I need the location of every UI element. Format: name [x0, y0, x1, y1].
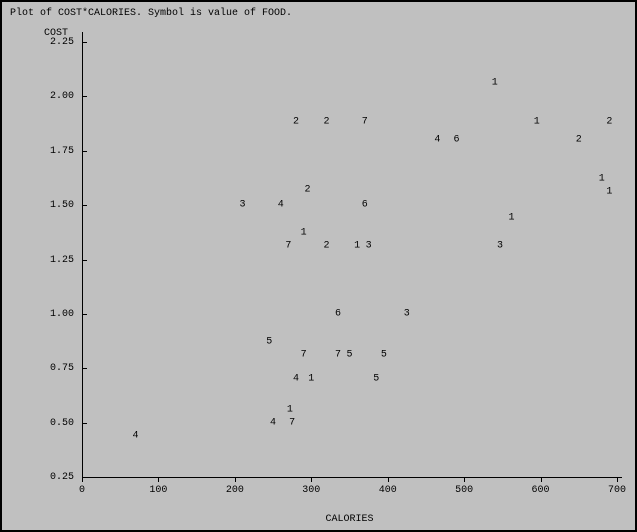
- data-point: 7: [289, 417, 295, 428]
- x-tick-label: 400: [368, 485, 408, 496]
- data-point: 1: [287, 404, 293, 415]
- x-tick-mark: [541, 477, 542, 482]
- data-point: 1: [534, 117, 540, 128]
- y-tick-mark: [82, 205, 87, 206]
- y-tick-label: 0.50: [34, 418, 74, 429]
- data-point: 2: [324, 117, 330, 128]
- y-tick-label: 0.25: [34, 472, 74, 483]
- plot-title: Plot of COST*CALORIES. Symbol is value o…: [10, 8, 292, 19]
- x-tick-label: 200: [215, 485, 255, 496]
- data-point: 2: [293, 117, 299, 128]
- x-tick-mark: [235, 477, 236, 482]
- data-point: 6: [335, 308, 341, 319]
- data-point: 1: [606, 187, 612, 198]
- data-point: 2: [606, 117, 612, 128]
- y-tick-mark: [82, 368, 87, 369]
- x-tick-mark: [388, 477, 389, 482]
- y-tick-label: 2.25: [34, 37, 74, 48]
- y-tick-mark: [82, 151, 87, 152]
- data-point: 3: [404, 308, 410, 319]
- x-tick-mark: [464, 477, 465, 482]
- data-point: 5: [346, 350, 352, 361]
- data-point: 5: [381, 350, 387, 361]
- data-point: 5: [373, 374, 379, 385]
- y-tick-label: 2.00: [34, 91, 74, 102]
- y-tick-label: 1.50: [34, 200, 74, 211]
- y-tick-mark: [82, 314, 87, 315]
- x-tick-mark: [311, 477, 312, 482]
- data-point: 7: [335, 350, 341, 361]
- data-point: 6: [453, 134, 459, 145]
- data-point: 2: [304, 184, 310, 195]
- data-point: 7: [301, 350, 307, 361]
- data-point: 4: [434, 134, 440, 145]
- x-tick-label: 100: [138, 485, 178, 496]
- data-point: 3: [497, 241, 503, 252]
- y-tick-mark: [82, 423, 87, 424]
- x-tick-mark: [158, 477, 159, 482]
- scatter-plot-container: Plot of COST*CALORIES. Symbol is value o…: [0, 0, 637, 532]
- data-point: 2: [324, 241, 330, 252]
- data-point: 4: [270, 417, 276, 428]
- y-tick-label: 0.75: [34, 363, 74, 374]
- x-tick-label: 700: [597, 485, 637, 496]
- x-tick-label: 500: [444, 485, 484, 496]
- data-point: 1: [301, 228, 307, 239]
- y-tick-label: 1.25: [34, 255, 74, 266]
- y-tick-mark: [82, 42, 87, 43]
- x-tick-label: 300: [291, 485, 331, 496]
- x-tick-mark: [617, 477, 618, 482]
- y-axis-line: [82, 32, 83, 477]
- x-tick-mark: [82, 477, 83, 482]
- data-point: 7: [285, 241, 291, 252]
- data-point: 4: [278, 200, 284, 211]
- data-point: 4: [132, 430, 138, 441]
- data-point: 1: [354, 241, 360, 252]
- x-tick-label: 0: [62, 485, 102, 496]
- data-point: 6: [362, 200, 368, 211]
- data-point: 7: [362, 117, 368, 128]
- y-tick-label: 1.75: [34, 146, 74, 157]
- y-tick-mark: [82, 96, 87, 97]
- data-point: 5: [266, 337, 272, 348]
- y-tick-mark: [82, 260, 87, 261]
- data-point: 2: [576, 134, 582, 145]
- data-point: 1: [492, 78, 498, 89]
- y-tick-label: 1.00: [34, 309, 74, 320]
- data-point: 1: [599, 174, 605, 185]
- data-point: 3: [366, 241, 372, 252]
- x-tick-label: 600: [521, 485, 561, 496]
- data-point: 3: [239, 200, 245, 211]
- data-point: 1: [308, 374, 314, 385]
- data-point: 1: [509, 213, 515, 224]
- data-point: 4: [293, 374, 299, 385]
- x-axis-title: CALORIES: [326, 514, 374, 525]
